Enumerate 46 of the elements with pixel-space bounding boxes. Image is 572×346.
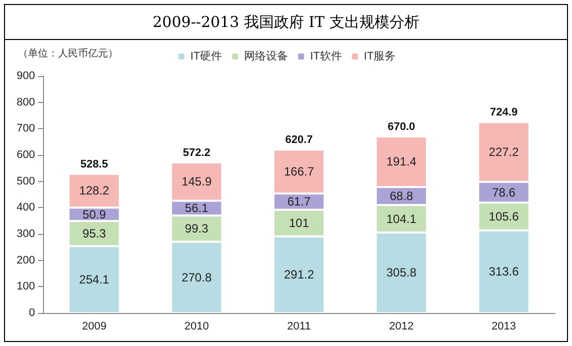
data-label: 227.2 bbox=[488, 145, 520, 159]
data-label: 166.7 bbox=[284, 164, 314, 179]
data-label: 101 bbox=[288, 216, 310, 230]
total-label: 528.5 bbox=[80, 158, 108, 170]
data-label: 56.1 bbox=[184, 201, 209, 216]
data-label: 99.3 bbox=[184, 222, 209, 236]
x-tick-label: 2009 bbox=[82, 320, 106, 332]
data-label: 61.7 bbox=[287, 194, 311, 209]
y-tick-label: 900 bbox=[16, 70, 35, 82]
data-label: 78.6 bbox=[492, 185, 516, 200]
data-label: 104.1 bbox=[386, 212, 417, 226]
y-tick-label: 700 bbox=[16, 122, 35, 135]
y-tick-label: 300 bbox=[16, 228, 35, 240]
total-label: 620.7 bbox=[285, 134, 313, 146]
y-tick-label: 200 bbox=[16, 254, 35, 266]
x-tick-label: 2012 bbox=[389, 320, 414, 332]
x-tick-label: 2011 bbox=[287, 320, 311, 332]
y-tick-label: 600 bbox=[16, 149, 35, 161]
y-tick-label: 0 bbox=[28, 307, 35, 319]
y-tick-label: 800 bbox=[16, 96, 35, 108]
data-label: 191.4 bbox=[386, 154, 417, 169]
legend-label: 网络设备 bbox=[244, 50, 288, 62]
y-axis-title: （单位：人民币亿元） bbox=[18, 48, 118, 60]
total-label: 572.2 bbox=[182, 146, 210, 159]
chart-title: 2009--2013 我国政府 IT 支出规模分析 bbox=[5, 5, 567, 40]
data-label: 305.8 bbox=[386, 266, 417, 280]
data-label: 50.9 bbox=[82, 207, 106, 222]
x-tick-label: 2010 bbox=[184, 320, 209, 332]
data-label: 128.2 bbox=[79, 184, 110, 198]
total-label: 724.9 bbox=[490, 106, 518, 119]
data-label: 254.1 bbox=[79, 272, 110, 287]
data-label: 270.8 bbox=[182, 270, 212, 284]
y-tick-label: 500 bbox=[16, 175, 35, 188]
total-label: 670.0 bbox=[388, 121, 416, 134]
legend-label: IT软件 bbox=[310, 50, 342, 62]
data-label: 291.2 bbox=[284, 268, 314, 282]
legend-label: IT硬件 bbox=[190, 50, 222, 62]
y-tick-label: 100 bbox=[16, 280, 35, 293]
data-label: 313.6 bbox=[488, 264, 520, 279]
data-label: 145.9 bbox=[182, 174, 212, 189]
legend-label: IT服务 bbox=[364, 50, 396, 62]
data-label: 105.6 bbox=[488, 210, 520, 224]
data-label: 95.3 bbox=[82, 226, 106, 241]
y-tick-label: 400 bbox=[16, 202, 35, 214]
data-label: 68.8 bbox=[390, 189, 414, 203]
x-tick-label: 2013 bbox=[492, 320, 516, 332]
